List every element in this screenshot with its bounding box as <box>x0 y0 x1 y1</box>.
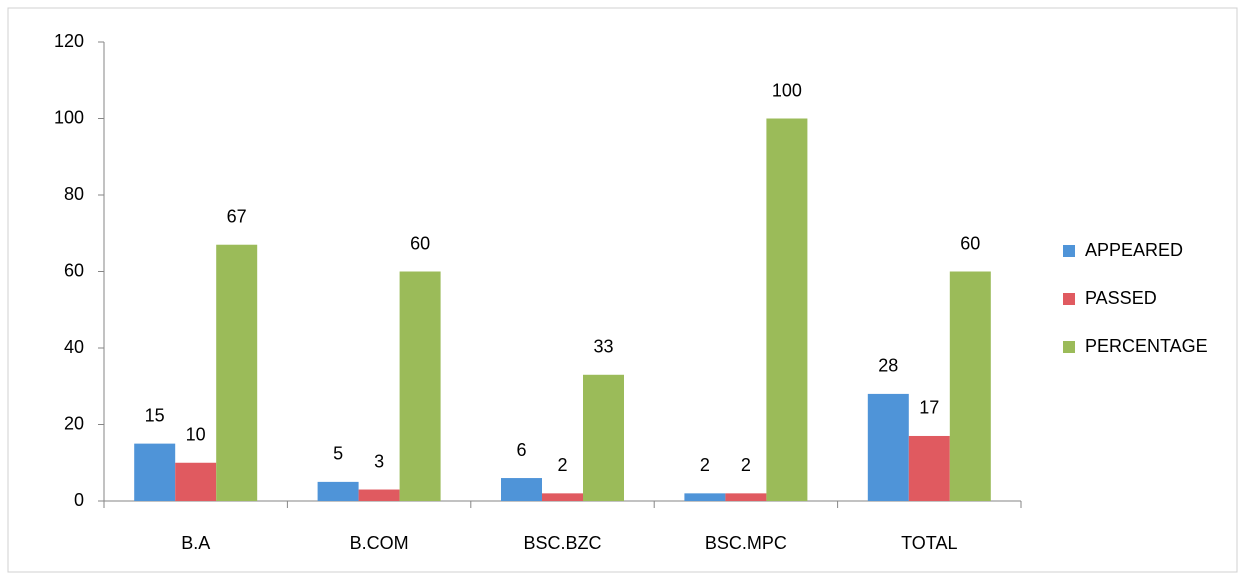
bar <box>501 478 542 501</box>
legend-label: APPEARED <box>1085 240 1183 260</box>
bar <box>358 489 400 501</box>
data-label: 60 <box>960 233 980 253</box>
x-tick-label: B.A <box>181 533 210 553</box>
data-label: 2 <box>741 455 751 475</box>
bar <box>175 462 217 501</box>
data-label: 60 <box>410 233 430 253</box>
bar <box>583 374 624 501</box>
data-label: 2 <box>557 455 567 475</box>
bar <box>684 493 726 501</box>
data-label: 6 <box>516 440 526 460</box>
data-label: 10 <box>186 425 206 445</box>
data-label: 5 <box>333 444 343 464</box>
y-tick-label: 80 <box>64 184 84 204</box>
x-tick-label: BSC.BZC <box>523 533 601 553</box>
bar <box>725 493 767 501</box>
data-label: 67 <box>227 206 247 226</box>
bar <box>867 393 909 501</box>
data-label: 15 <box>145 405 165 425</box>
bar <box>949 271 991 501</box>
y-tick-label: 120 <box>54 31 84 51</box>
bar <box>216 244 258 501</box>
y-tick-label: 0 <box>74 490 84 510</box>
y-tick-label: 60 <box>64 260 84 280</box>
y-tick-label: 100 <box>54 107 84 127</box>
data-label: 3 <box>374 451 384 471</box>
legend-swatch <box>1063 341 1075 353</box>
bar <box>766 118 808 501</box>
bar <box>317 481 359 501</box>
bar <box>134 443 176 501</box>
legend-swatch <box>1063 245 1075 257</box>
bar <box>542 493 583 501</box>
data-label: 2 <box>700 455 710 475</box>
y-tick-label: 40 <box>64 337 84 357</box>
bar <box>908 435 950 501</box>
x-tick-label: BSC.MPC <box>705 533 787 553</box>
legend-label: PERCENTAGE <box>1085 336 1208 356</box>
data-label: 28 <box>878 356 898 376</box>
data-label: 100 <box>772 80 802 100</box>
y-tick-label: 20 <box>64 413 84 433</box>
x-tick-label: B.COM <box>350 533 409 553</box>
data-label: 17 <box>919 398 939 418</box>
legend-swatch <box>1063 293 1075 305</box>
x-tick-label: TOTAL <box>901 533 957 553</box>
data-label: 33 <box>593 337 613 357</box>
legend-label: PASSED <box>1085 288 1157 308</box>
bar <box>399 271 441 501</box>
